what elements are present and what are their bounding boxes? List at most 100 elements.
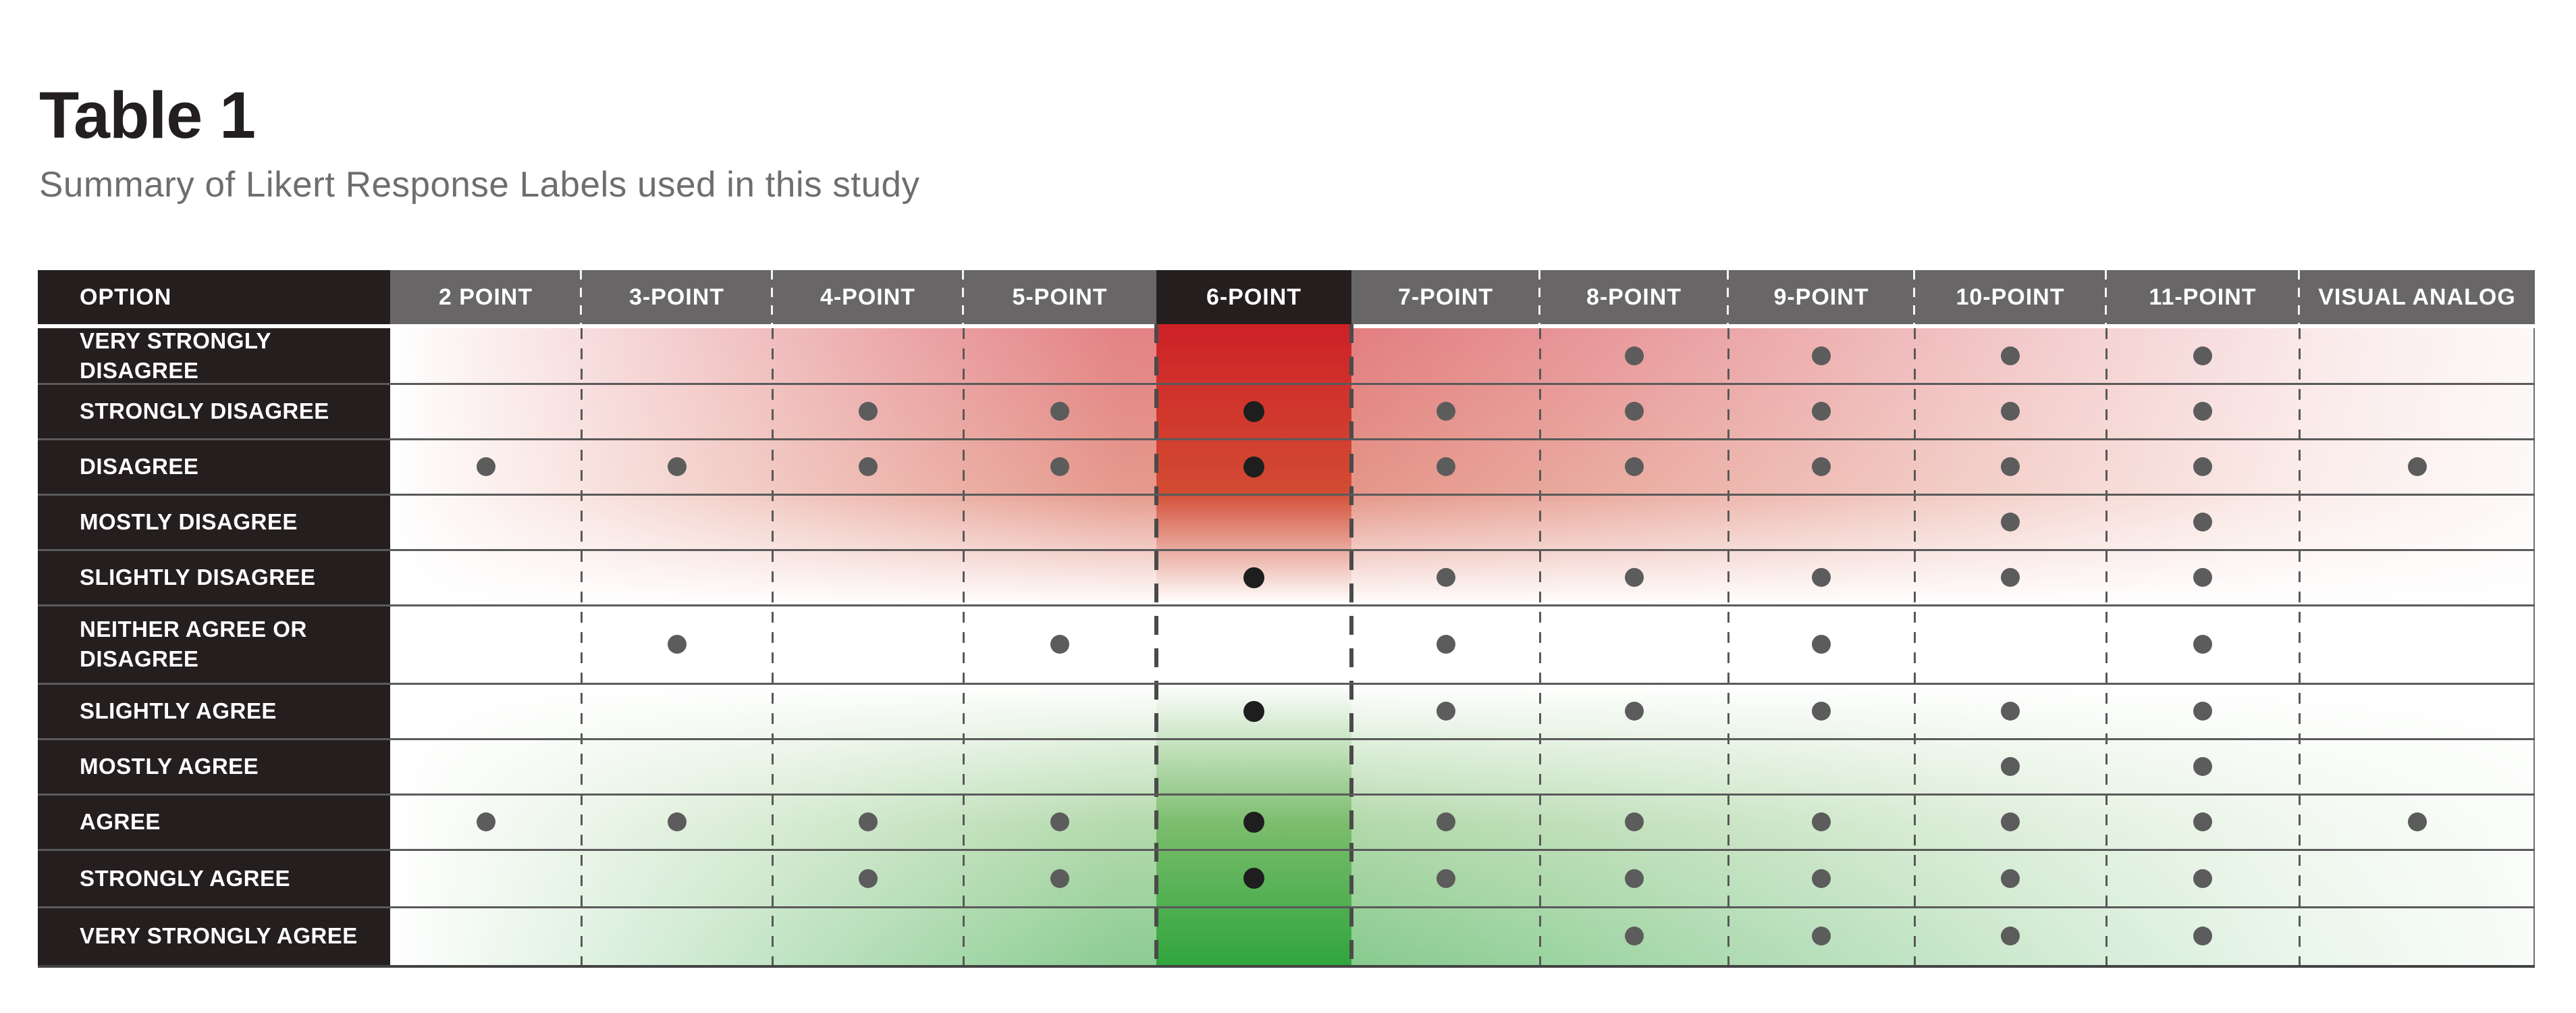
dot-strongly-disagree-4-point <box>858 402 878 421</box>
dot-slightly-agree-6-point <box>1243 700 1264 722</box>
row-separator <box>38 906 2535 908</box>
dot-strongly-disagree-5-point <box>1050 402 1069 421</box>
column-header-visual-analog: VISUAL ANALOG <box>2299 270 2535 324</box>
row-label-slightly-agree: SLIGHTLY AGREE <box>80 698 277 724</box>
column-header-7-point: 7-POINT <box>1351 270 1540 324</box>
highlight-column-border-dashed <box>1349 324 1353 965</box>
row-label-strongly-agree: STRONGLY AGREE <box>80 865 291 891</box>
header-column-separator-dashed <box>771 270 773 328</box>
column-separator-dashed <box>963 328 965 965</box>
column-separator-dashed <box>1727 328 1729 965</box>
dot-very-strongly-disagree-11-point <box>2193 346 2212 365</box>
dot-slightly-agree-8-point <box>1624 702 1644 721</box>
header-gap <box>38 324 1156 328</box>
header-column-separator-dashed <box>580 270 582 328</box>
dot-disagree-5-point <box>1050 457 1069 476</box>
row-separator <box>38 549 2535 551</box>
dot-very-strongly-disagree-8-point <box>1624 346 1644 365</box>
dot-slightly-agree-7-point <box>1436 702 1455 721</box>
column-header-6-point: 6-POINT <box>1156 270 1351 324</box>
column-separator-dashed <box>2299 328 2301 965</box>
dot-very-strongly-disagree-10-point <box>2001 346 2020 365</box>
row-separator <box>38 738 2535 740</box>
dot-very-strongly-disagree-9-point <box>1812 346 1831 365</box>
column-header-4-point: 4-POINT <box>772 270 963 324</box>
dot-very-strongly-agree-11-point <box>2193 927 2212 945</box>
column-header-3-point: 3-POINT <box>581 270 772 324</box>
dot-strongly-disagree-10-point <box>2001 402 2020 421</box>
dot-agree-2-point <box>476 812 495 831</box>
dot-mostly-disagree-11-point <box>2193 513 2212 531</box>
row-label-strongly-disagree: STRONGLY DISAGREE <box>80 398 329 424</box>
dot-agree-7-point <box>1436 812 1455 831</box>
row-label-slightly-disagree: SLIGHTLY DISAGREE <box>80 565 316 590</box>
table-right-border <box>2533 328 2535 965</box>
dot-neither-agree-or-disagree-9-point <box>1812 635 1831 654</box>
dot-slightly-disagree-10-point <box>2001 568 2020 587</box>
dot-slightly-disagree-6-point <box>1243 567 1264 588</box>
dot-mostly-disagree-10-point <box>2001 513 2020 531</box>
column-header-5-point: 5-POINT <box>963 270 1156 324</box>
row-label-mostly-agree: MOSTLY AGREE <box>80 754 259 779</box>
dot-strongly-agree-8-point <box>1624 868 1644 888</box>
dot-agree-3-point <box>667 812 687 831</box>
header-gap <box>1351 324 2535 328</box>
option-column-background <box>38 328 390 965</box>
dot-very-strongly-agree-10-point <box>2001 927 2020 945</box>
row-separator <box>38 794 2535 796</box>
dot-strongly-agree-5-point <box>1050 868 1069 888</box>
dot-disagree-7-point <box>1436 457 1455 476</box>
row-separator <box>38 604 2535 606</box>
column-header-9-point: 9-POINT <box>1728 270 1914 324</box>
highlight-column-border-dashed <box>1154 324 1158 965</box>
column-separator-dashed <box>1914 328 1916 965</box>
header-column-separator-dashed <box>962 270 964 328</box>
row-separator <box>38 849 2535 851</box>
dot-strongly-agree-4-point <box>858 868 878 888</box>
dot-disagree-10-point <box>2001 457 2020 476</box>
dot-slightly-disagree-11-point <box>2193 568 2212 587</box>
dot-disagree-3-point <box>667 457 687 476</box>
dot-strongly-agree-11-point <box>2193 868 2212 888</box>
dot-strongly-agree-7-point <box>1436 868 1455 888</box>
dot-agree-9-point <box>1812 812 1831 831</box>
dot-neither-agree-or-disagree-11-point <box>2193 635 2212 654</box>
dot-disagree-8-point <box>1624 457 1644 476</box>
row-label-very-strongly-disagree: VERY STRONGLY DISAGREE <box>80 328 271 383</box>
dot-very-strongly-agree-8-point <box>1624 927 1644 945</box>
header-column-separator-dashed <box>2298 270 2300 328</box>
column-header-10-point: 10-POINT <box>1914 270 2106 324</box>
dot-agree-8-point <box>1624 812 1644 831</box>
column-header-11-point: 11-POINT <box>2106 270 2299 324</box>
highlight-column-background <box>1156 324 1351 965</box>
row-label-very-strongly-agree: VERY STRONGLY AGREE <box>80 923 358 949</box>
dot-slightly-agree-10-point <box>2001 702 2020 721</box>
dot-disagree-9-point <box>1812 457 1831 476</box>
column-separator-dashed <box>581 328 583 965</box>
table-title: Table 1 <box>39 78 256 152</box>
row-separator <box>38 494 2535 496</box>
dot-disagree-6-point <box>1243 456 1264 477</box>
row-label-agree: AGREE <box>80 809 161 835</box>
dot-mostly-agree-10-point <box>2001 757 2020 776</box>
dot-neither-agree-or-disagree-3-point <box>667 635 687 654</box>
dot-strongly-disagree-8-point <box>1624 402 1644 421</box>
dot-strongly-agree-10-point <box>2001 868 2020 888</box>
dot-slightly-agree-9-point <box>1812 702 1831 721</box>
dot-agree-10-point <box>2001 812 2020 831</box>
dot-strongly-disagree-9-point <box>1812 402 1831 421</box>
dot-agree-visual-analog <box>2407 812 2427 831</box>
table-bottom-border <box>38 965 2535 968</box>
dot-agree-6-point <box>1243 811 1264 833</box>
dot-neither-agree-or-disagree-7-point <box>1436 635 1455 654</box>
column-separator-dashed <box>1539 328 1541 965</box>
row-separator <box>38 383 2535 385</box>
dot-disagree-2-point <box>476 457 495 476</box>
header-column-separator-dashed <box>2105 270 2107 328</box>
row-label-neither-agree-or-disagree: NEITHER AGREE OR DISAGREE <box>80 617 307 671</box>
dot-neither-agree-or-disagree-5-point <box>1050 635 1069 654</box>
dot-disagree-4-point <box>858 457 878 476</box>
row-label-disagree: DISAGREE <box>80 454 199 479</box>
dot-strongly-agree-9-point <box>1812 868 1831 888</box>
header-column-separator-dashed <box>1538 270 1540 328</box>
